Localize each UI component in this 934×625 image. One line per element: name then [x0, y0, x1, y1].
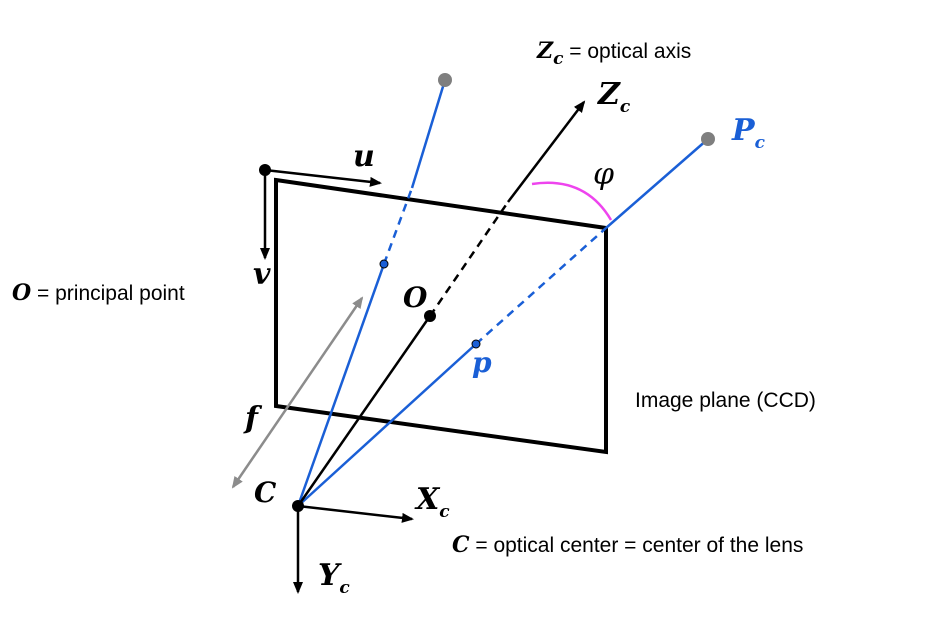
focal-length-arrow: [231, 296, 364, 489]
zc-axis-label: Zc: [597, 77, 631, 117]
o-point-label: O: [403, 281, 428, 314]
gray-point: [438, 73, 452, 87]
ray-to-gray-point-outer: [410, 79, 447, 189]
c-point-label: C: [254, 476, 277, 509]
image-plane-label: Image plane (CCD): [635, 389, 816, 412]
optical-center-dot: [292, 500, 304, 512]
c-caption: C = optical center = center of the lens: [452, 532, 803, 558]
phi-angle-arc: [531, 181, 613, 221]
o-caption: O = principal point: [12, 280, 185, 306]
pixel-origin-dot: [259, 164, 271, 176]
f-label: f: [243, 401, 263, 436]
xc-axis-arrow: [297, 504, 414, 523]
image-plane: [274, 177, 608, 455]
xc-label: Xc: [414, 482, 450, 522]
projection-point-p: [471, 339, 481, 349]
pc-point: [701, 132, 715, 146]
p-point-label: p: [472, 346, 492, 379]
ray-to-gray-point-solid: [296, 263, 386, 507]
v-label: v: [253, 257, 271, 292]
zc-caption: Zc = optical axis: [536, 38, 691, 69]
principal-point-dot: [424, 310, 436, 322]
projection-point-a: [379, 259, 389, 269]
optical-axis-outer: [507, 100, 586, 203]
phi-label: φ: [593, 157, 614, 192]
optical-axis-dashed: [428, 201, 510, 317]
yc-label: Yc: [318, 558, 350, 598]
u-label: u: [353, 139, 375, 174]
ray-to-pc-dashed: [475, 227, 607, 345]
pc-label: Pc: [731, 113, 766, 153]
ray-to-pc-solid: [297, 343, 477, 507]
ray-to-pc-outer: [605, 138, 709, 229]
u-axis-arrow: [264, 168, 382, 187]
